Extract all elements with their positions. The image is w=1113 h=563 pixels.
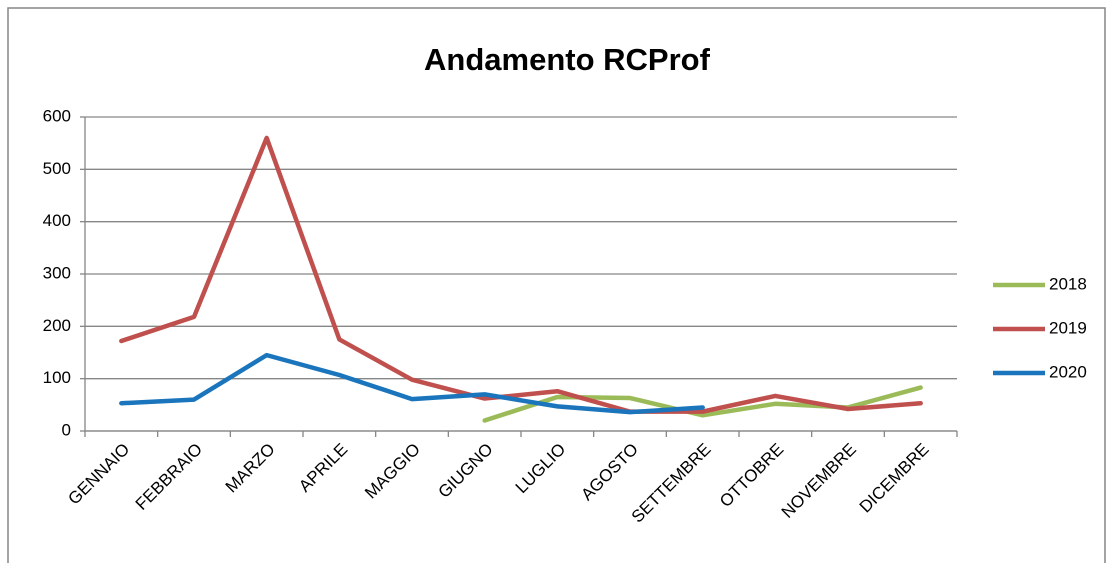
x-tick-label: MAGGIO — [361, 440, 424, 503]
y-tick-label: 100 — [43, 368, 71, 387]
chart-border — [7, 7, 1106, 563]
legend-label: 2020 — [1049, 362, 1087, 381]
y-tick-label: 500 — [43, 159, 71, 178]
chart-title: Andamento RCProf — [424, 42, 711, 77]
x-tick-label: FEBBRAIO — [132, 440, 206, 514]
y-tick-label: 400 — [43, 211, 71, 230]
x-tick-label: DICEMBRE — [856, 440, 933, 517]
x-tick-label: NOVEMBRE — [778, 440, 860, 522]
x-tick-label: GIUGNO — [434, 440, 496, 502]
y-tick-label: 300 — [43, 263, 71, 282]
x-tick-label: LUGLIO — [512, 440, 570, 498]
series-line — [119, 135, 923, 414]
x-tick-label: AGOSTO — [577, 440, 642, 505]
x-tick-label: MARZO — [222, 440, 279, 497]
x-tick-label: APRILE — [295, 440, 351, 496]
y-tick-label: 200 — [43, 316, 71, 335]
y-tick-label: 0 — [62, 420, 71, 439]
y-tick-label: 600 — [43, 106, 71, 125]
series-line — [119, 352, 705, 415]
x-tick-label: OTTOBRE — [716, 440, 787, 511]
legend-label: 2019 — [1049, 318, 1087, 337]
legend-label: 2018 — [1049, 274, 1087, 293]
x-tick-label: GENNAIO — [64, 440, 133, 509]
